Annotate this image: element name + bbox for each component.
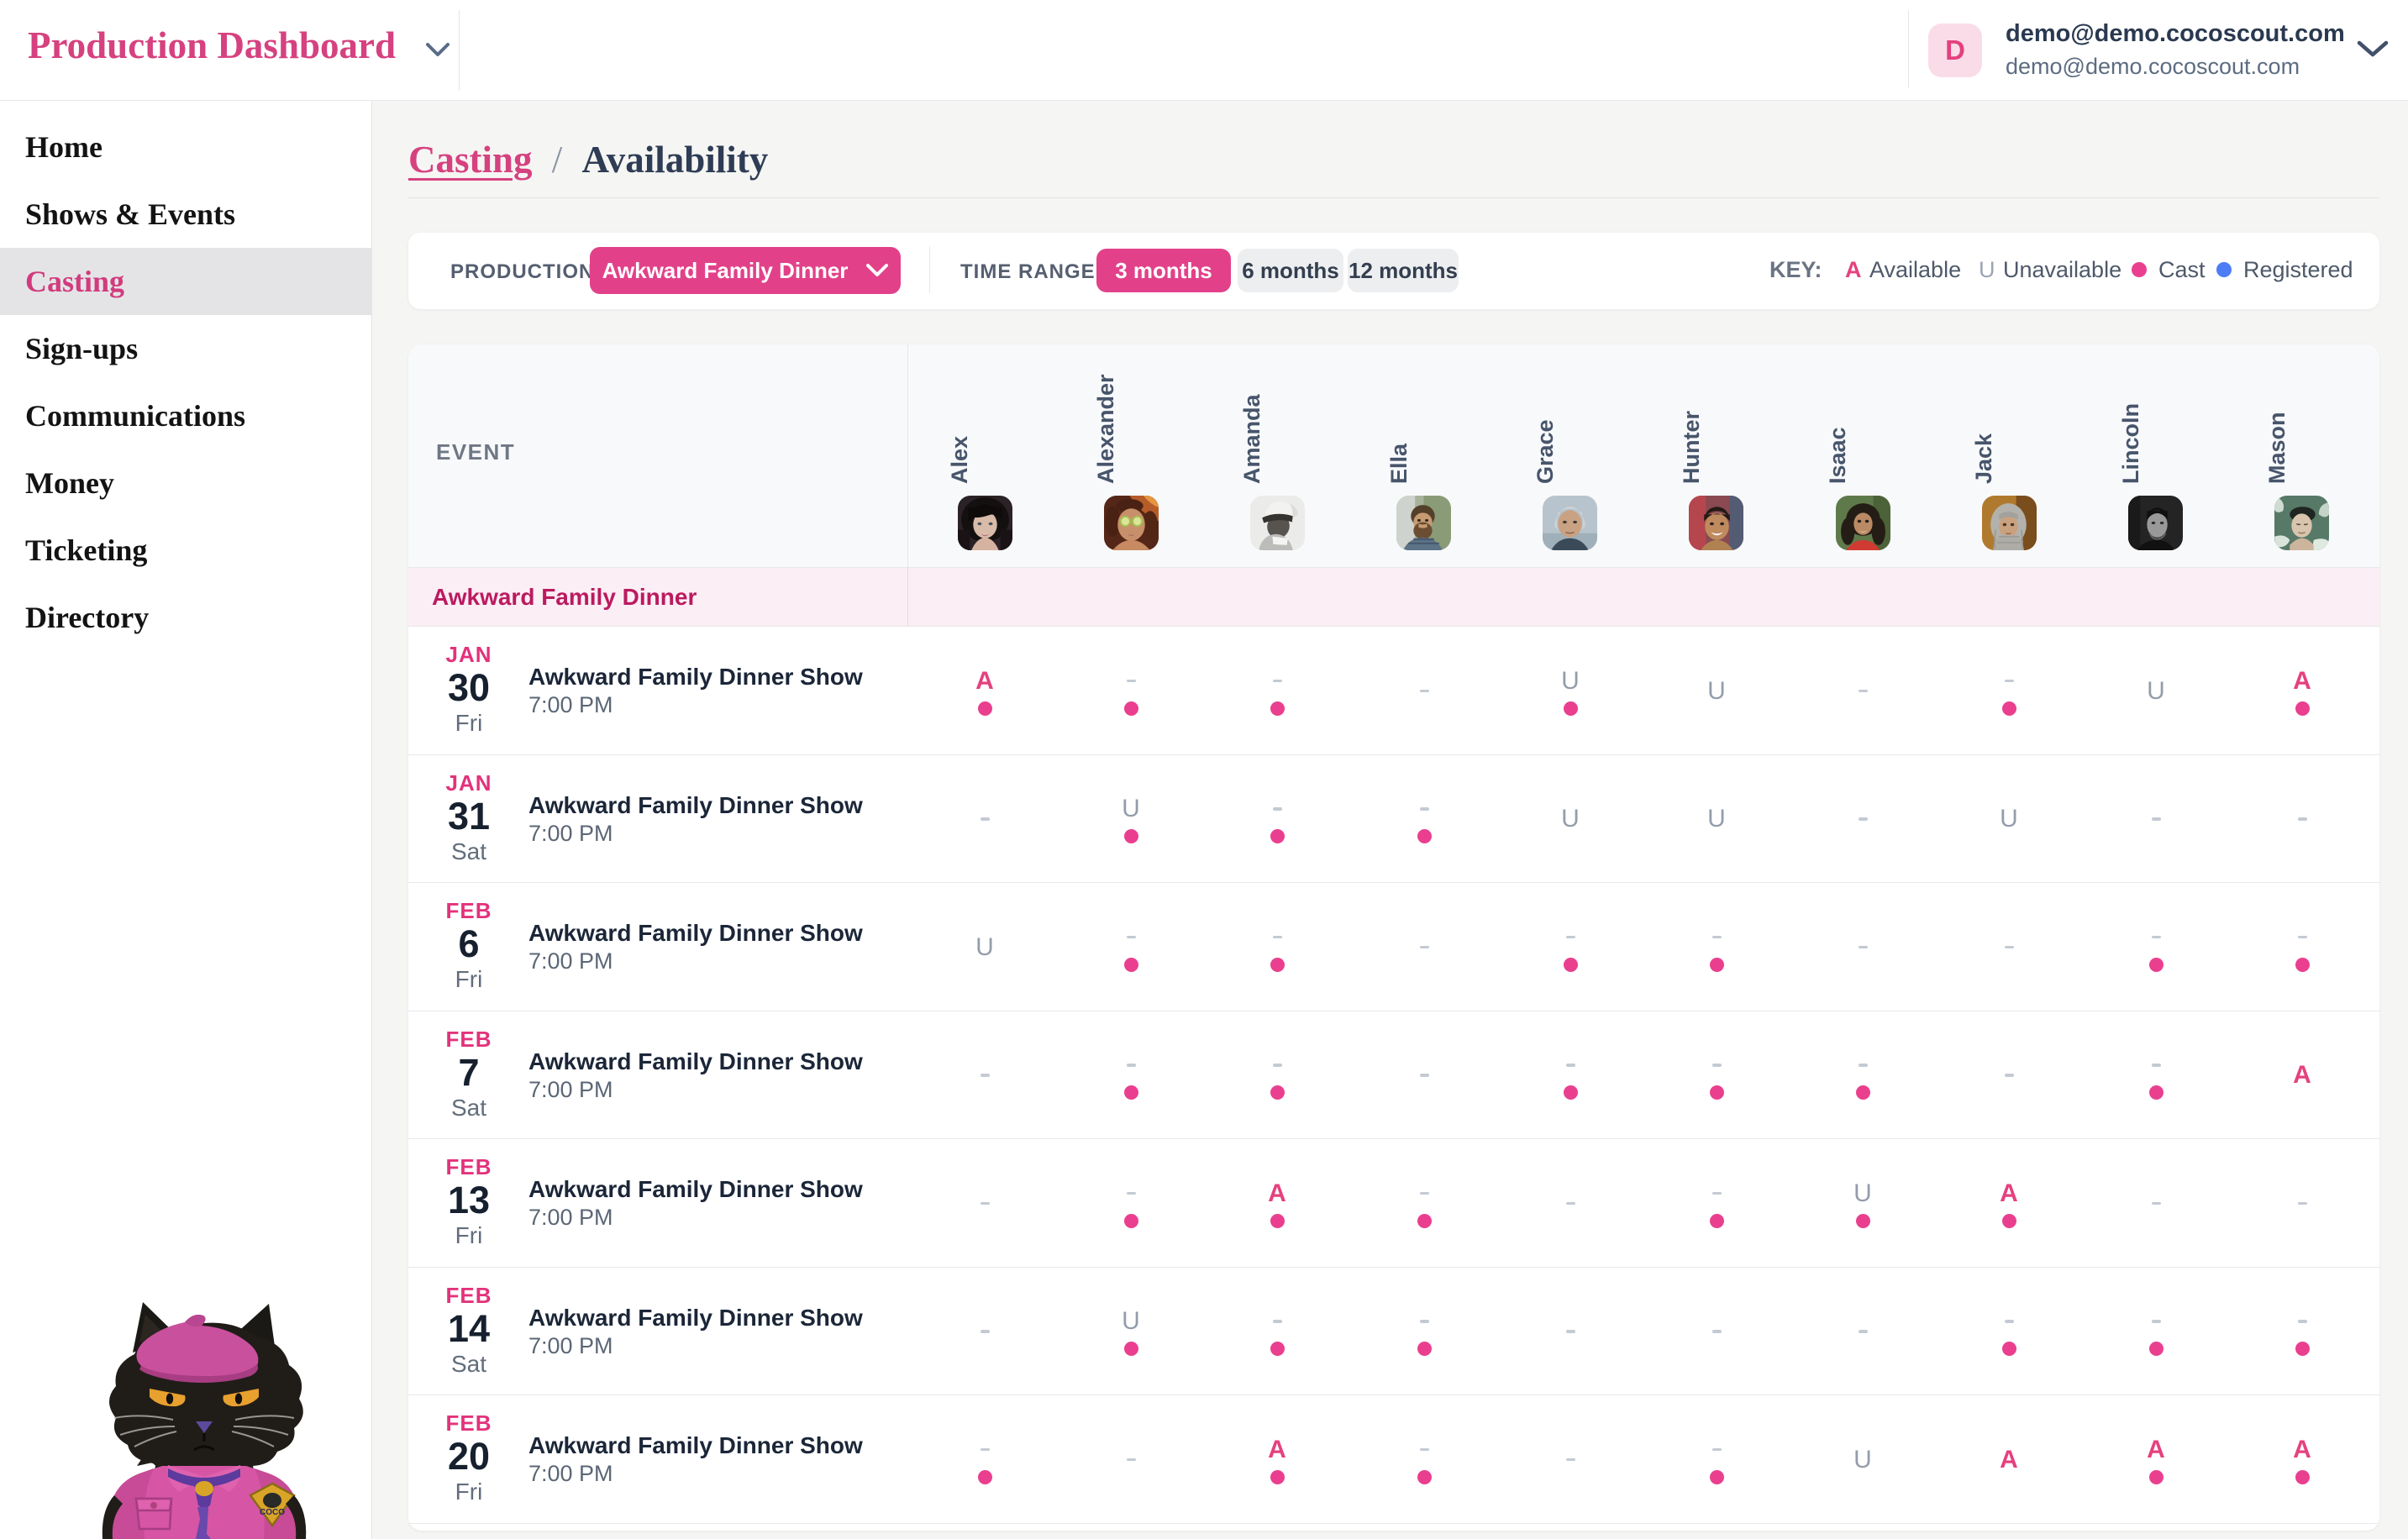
svg-text:COCO: COCO bbox=[260, 1508, 285, 1517]
